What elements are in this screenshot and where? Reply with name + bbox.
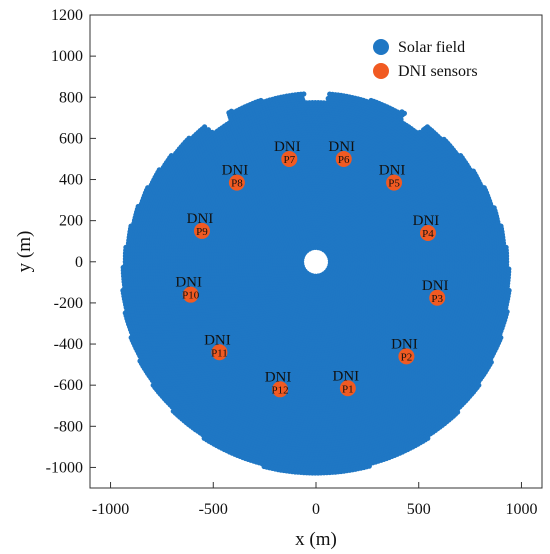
chart: DNI P1 DNI P2 DNI P3 DNI P4 DNI P5 DNI P6 DNI P7 DNI P8… <box>14 7 543 550</box>
chart-svg: DNIP1DNIP2DNIP3DNIP4DNIP5DNIP6DNIP7DNIP8… <box>14 7 543 550</box>
